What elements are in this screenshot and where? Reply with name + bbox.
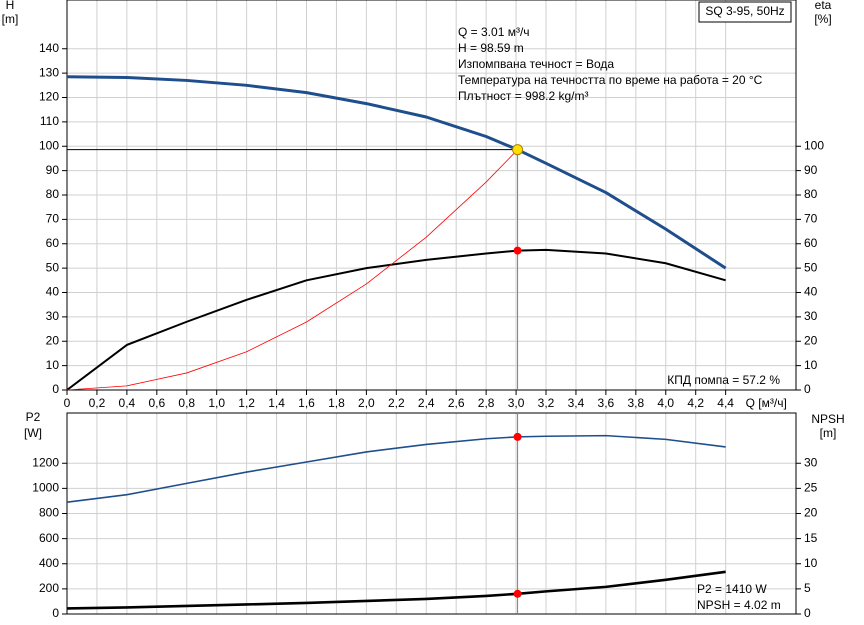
y-tick-label: 80 [46,187,60,201]
annotation: Q = 3.01 м³/ч [458,25,530,39]
y2-tick-label: 60 [804,236,818,250]
y-tick-label: 100 [39,138,59,152]
y-tick-label: 60 [46,236,60,250]
y2-tick-label: 5 [804,581,811,595]
y-axis-label: [W] [24,426,42,440]
y2-tick-label: 0 [804,606,811,620]
annotation: NPSH = 4.02 m [697,598,781,612]
y-tick-label: 200 [39,581,59,595]
y2-tick-label: 90 [804,163,818,177]
curve [66,248,726,391]
x-tick-label: 1,4 [268,396,285,410]
y-tick-label: 0 [52,382,59,396]
y-tick-label: 1200 [32,455,59,469]
y2-tick-label: 20 [804,333,818,347]
curve [66,570,726,610]
y2-axis-label: [%] [814,12,831,26]
y-tick-label: 40 [46,285,60,299]
y-tick-label: 400 [39,556,59,570]
y2-tick-label: 15 [804,531,818,545]
y-tick-label: 30 [46,309,60,323]
chart-title: SQ 3-95, 50Hz [705,4,784,18]
operating-point [513,432,522,441]
y2-tick-label: 30 [804,309,818,323]
y2-tick-label: 100 [804,138,824,152]
y-tick-label: 50 [46,260,60,274]
x-tick-label: 3,0 [508,396,525,410]
y2-axis-label: eta [815,0,832,12]
annotation: Температура на течността по време на раб… [458,73,763,87]
x-axis-label: Q [м³/ч] [746,396,787,410]
y-tick-label: 90 [46,163,60,177]
y-tick-label: 800 [39,506,59,520]
y2-tick-label: 25 [804,481,818,495]
y2-tick-label: 80 [804,187,818,201]
x-tick-label: 2,4 [418,396,435,410]
annotation: КПД помпа = 57.2 % [667,373,780,387]
y2-tick-label: 10 [804,358,818,372]
y2-axis-label: NPSH [811,412,844,426]
annotation: Плътност = 998.2 kg/m³ [458,89,588,103]
x-tick-label: 0,8 [178,396,195,410]
y2-tick-label: 70 [804,212,818,226]
x-tick-label: 0,2 [89,396,106,410]
operating-point [513,589,522,598]
y-axis-label: [m] [2,12,19,26]
y-tick-label: 600 [39,531,59,545]
curve [66,434,726,503]
annotation: H = 98.59 m [458,41,524,55]
y2-tick-label: 10 [804,556,818,570]
x-tick-label: 2,2 [388,396,405,410]
x-tick-label: 4,4 [717,396,734,410]
x-tick-label: 3,4 [568,396,585,410]
y2-axis-label: [m] [820,426,837,440]
x-tick-label: 1,0 [208,396,225,410]
curve [66,75,727,270]
y-tick-label: 120 [39,90,59,104]
y-axis-label: H [6,0,15,12]
x-tick-label: 4,2 [687,396,704,410]
y-tick-label: 70 [46,212,60,226]
y-tick-label: 1000 [32,481,59,495]
annotation: Изпомпвана течност = Вода [458,57,614,71]
x-tick-label: 1,2 [238,396,255,410]
x-tick-label: 3,8 [627,396,644,410]
y-tick-label: 20 [46,333,60,347]
x-tick-label: 1,6 [298,396,315,410]
y-tick-label: 140 [39,41,59,55]
x-tick-label: 2,0 [358,396,375,410]
x-tick-label: 1,8 [328,396,345,410]
y-tick-label: 0 [52,606,59,620]
x-tick-label: 2,6 [448,396,465,410]
y-tick-label: 10 [46,358,60,372]
x-tick-label: 3,2 [538,396,555,410]
annotation: P2 = 1410 W [697,582,767,596]
y-tick-label: 130 [39,65,59,79]
title-box [698,1,792,23]
curve [66,149,518,391]
x-tick-label: 2,8 [478,396,495,410]
y2-tick-label: 40 [804,285,818,299]
x-tick-label: 0 [64,396,71,410]
operating-point [512,144,524,156]
x-tick-label: 4,0 [657,396,674,410]
x-tick-label: 0,4 [119,396,136,410]
y-axis-label: P2 [26,410,41,424]
y2-tick-label: 20 [804,506,818,520]
operating-point [513,246,522,255]
x-tick-label: 0,6 [148,396,165,410]
y2-tick-label: 0 [804,382,811,396]
y2-tick-label: 50 [804,260,818,274]
x-tick-label: 3,6 [598,396,615,410]
y2-tick-label: 30 [804,455,818,469]
y-tick-label: 110 [40,114,59,128]
